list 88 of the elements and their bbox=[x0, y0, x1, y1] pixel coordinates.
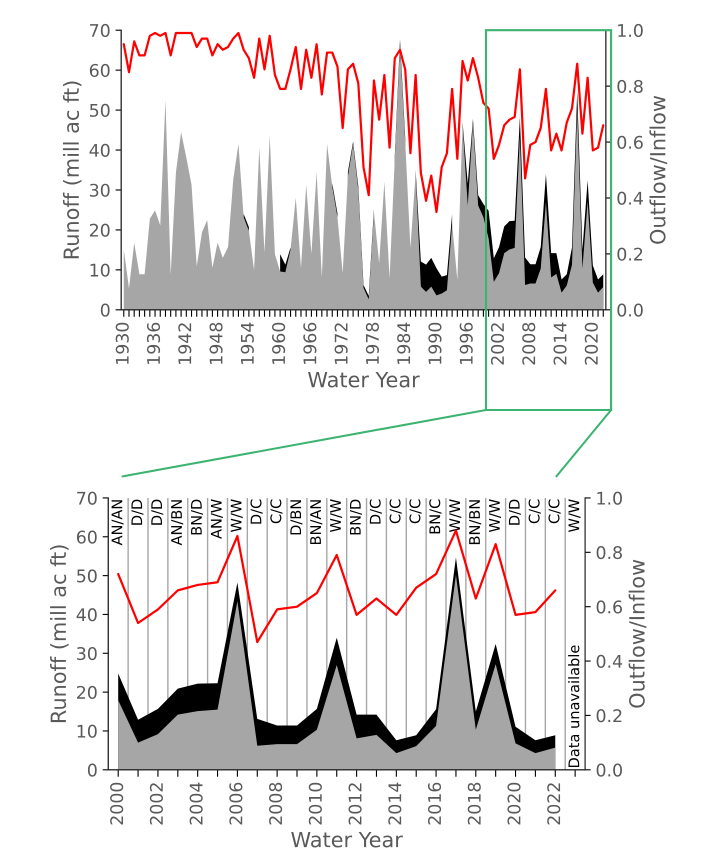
x-tick-label: 2014 bbox=[388, 782, 402, 825]
annotation: AN/W bbox=[210, 499, 223, 539]
y-tick-label: 60 bbox=[90, 64, 110, 77]
y-tick-label: 10 bbox=[90, 264, 110, 277]
x-tick-label: 1972 bbox=[334, 323, 348, 364]
annotation: W/W bbox=[449, 499, 462, 532]
y2-tick-label: 0.8 bbox=[596, 546, 622, 560]
y2-axis-title: Outflow/Inflow bbox=[628, 560, 646, 708]
y2-tick-label: 0.8 bbox=[617, 80, 643, 93]
y2-tick-label: 0.6 bbox=[617, 136, 643, 149]
x-tick-label: 1930 bbox=[116, 322, 129, 364]
y2-tick-label: 1.0 bbox=[618, 24, 643, 38]
y2-tick-label: 1.0 bbox=[597, 492, 622, 505]
x-tick-label: 1948 bbox=[209, 322, 223, 364]
x-tick-label: 1990 bbox=[428, 322, 442, 364]
x-tick-label: 1942 bbox=[178, 323, 192, 364]
annotation: C/C bbox=[270, 500, 283, 524]
annotation: C/C bbox=[409, 500, 422, 524]
y2-tick-label: 0.0 bbox=[617, 304, 643, 317]
x-tick-label: 2010 bbox=[308, 782, 322, 825]
x-tick-label: 2000 bbox=[110, 782, 124, 825]
annotation: AN/AN bbox=[112, 500, 124, 546]
annotation: C/C bbox=[390, 500, 402, 524]
x-axis-title: Water Year bbox=[291, 832, 403, 848]
y2-tick-label: 0.2 bbox=[617, 248, 642, 261]
y-tick-label: 50 bbox=[90, 104, 110, 117]
y2-tick-label: 0.4 bbox=[596, 654, 622, 668]
annotation: D/D bbox=[131, 500, 144, 525]
annotation: W/W bbox=[568, 499, 581, 532]
annotation: D/C bbox=[370, 500, 382, 524]
x-tick-label: 1966 bbox=[303, 322, 316, 364]
y-axis-title: Runoff (mill ac ft) bbox=[50, 545, 69, 722]
x-tick-label: 1996 bbox=[460, 322, 473, 364]
y-axis-title: Runoff (mill ac ft) bbox=[62, 82, 82, 258]
y2-axis-title: Outflow/Inflow bbox=[649, 96, 668, 244]
annotation: C/C bbox=[528, 500, 541, 524]
annotation: C/C bbox=[548, 500, 561, 524]
annotation: D/BN bbox=[290, 500, 302, 534]
x-tick-label: 1954 bbox=[240, 322, 254, 364]
x-tick-label: 2008 bbox=[269, 782, 282, 825]
y2-tick-label: 0.2 bbox=[596, 709, 622, 722]
y-tick-label: 10 bbox=[78, 724, 97, 738]
x-tick-label: 2002 bbox=[490, 323, 504, 365]
y-tick-label: 0 bbox=[88, 764, 97, 777]
y-tick-label: 60 bbox=[76, 530, 97, 544]
annotation: D/D bbox=[151, 500, 164, 525]
x-tick-label: 2004 bbox=[190, 782, 203, 825]
x-tick-label: 2002 bbox=[150, 783, 163, 825]
annotation: BN/BN bbox=[469, 500, 482, 544]
annotation: BN/D bbox=[350, 500, 362, 534]
x-axis-title: Water Year bbox=[308, 372, 420, 388]
y-tick-label: 30 bbox=[90, 184, 110, 197]
y2-tick-label: 0.6 bbox=[596, 600, 622, 614]
x-tick-label: 1960 bbox=[272, 322, 286, 364]
annotation: D/C bbox=[250, 500, 263, 524]
annotation: BN/D bbox=[191, 500, 204, 534]
annotation: W/W bbox=[230, 499, 243, 532]
x-tick-label: 1978 bbox=[366, 322, 379, 364]
y2-tick-label: 0.4 bbox=[617, 192, 643, 205]
annotation: BN/AN bbox=[310, 500, 322, 544]
x-tick-label: 1936 bbox=[146, 322, 160, 364]
x-tick-label: 2016 bbox=[428, 782, 442, 825]
y-tick-label: 20 bbox=[77, 686, 97, 699]
y2-tick-label: 0.0 bbox=[596, 764, 622, 777]
x-tick-label: 2006 bbox=[229, 782, 242, 825]
line-series bbox=[122, 32, 604, 214]
y-tick-label: 20 bbox=[90, 224, 110, 237]
x-tick-label: 2014 bbox=[553, 322, 567, 365]
y-tick-label: 40 bbox=[76, 608, 97, 622]
y-tick-label: 70 bbox=[90, 24, 110, 38]
x-tick-label: 2012 bbox=[348, 783, 362, 825]
annotation: W/W bbox=[489, 499, 502, 532]
y-tick-label: 70 bbox=[77, 492, 97, 505]
x-tick-label: 2008 bbox=[522, 322, 536, 365]
annotation: BN/C bbox=[429, 500, 442, 534]
y-tick-label: 30 bbox=[77, 647, 97, 660]
x-tick-label: 2020 bbox=[507, 782, 521, 825]
x-tick-label: 1984 bbox=[397, 322, 410, 364]
annotation: AN/BN bbox=[171, 500, 184, 546]
y-tick-label: 0 bbox=[100, 304, 110, 317]
annotation: Data unavailable bbox=[568, 645, 580, 768]
x-tick-label: 2018 bbox=[468, 782, 481, 825]
annotation: D/D bbox=[508, 500, 521, 525]
y-tick-label: 50 bbox=[77, 569, 97, 582]
annotation: W/W bbox=[330, 499, 342, 532]
y-tick-label: 40 bbox=[90, 144, 110, 157]
x-tick-label: 2022 bbox=[547, 783, 560, 825]
x-tick-label: 2020 bbox=[584, 322, 598, 365]
